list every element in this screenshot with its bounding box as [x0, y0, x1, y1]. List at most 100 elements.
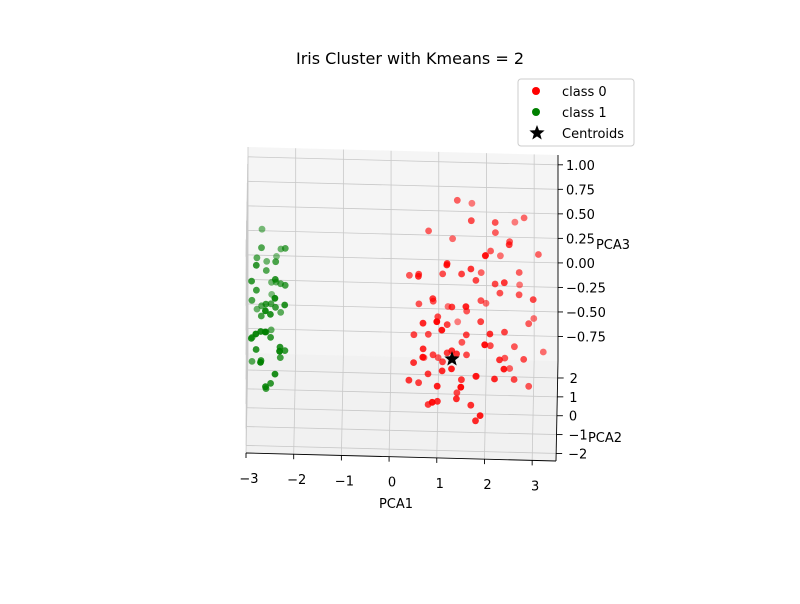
data-point-class-0 — [515, 291, 523, 299]
x-axis-line — [245, 452, 557, 462]
data-point-class-1 — [248, 277, 256, 285]
x-tick-label: 3 — [531, 479, 539, 494]
z-grid-left — [245, 156, 249, 257]
y-grid-floor — [246, 407, 557, 417]
data-point-class-1 — [248, 296, 256, 304]
data-point-class-0 — [481, 341, 489, 349]
data-point-class-0 — [463, 351, 470, 359]
legend-label-centroids: Centroids — [562, 127, 624, 142]
data-point-class-1 — [267, 311, 274, 318]
data-point-class-1 — [281, 245, 289, 252]
data-point-class-0 — [419, 345, 427, 353]
data-point-class-0 — [520, 214, 528, 222]
data-point-class-1 — [281, 281, 289, 289]
data-point-class-1 — [281, 301, 289, 309]
data-point-class-1 — [248, 358, 256, 365]
data-point-class-0 — [496, 289, 504, 297]
data-point-class-0 — [449, 235, 456, 243]
legend-label-class-1: class 1 — [562, 106, 607, 121]
data-point-class-0 — [529, 296, 537, 303]
data-point-class-0 — [491, 280, 499, 288]
z-grid-back — [247, 303, 559, 313]
z-grid-left — [245, 328, 249, 429]
data-point-class-1 — [281, 347, 289, 354]
data-point-class-0 — [501, 354, 509, 362]
data-point-class-0 — [501, 328, 508, 336]
data-point-class-1 — [273, 253, 280, 260]
data-point-class-1 — [271, 294, 279, 302]
data-point-class-0 — [516, 281, 523, 289]
legend-label-class-0: class 0 — [562, 85, 607, 100]
x-tick-label: −3 — [239, 472, 258, 487]
data-point-class-0 — [405, 376, 413, 384]
y-grid-floor — [247, 388, 558, 398]
data-point-class-1 — [261, 328, 269, 336]
legend-marker-centroids — [529, 125, 545, 140]
data-point-class-0 — [443, 261, 451, 269]
data-point-class-1 — [258, 244, 265, 252]
data-point-class-0 — [497, 252, 504, 260]
data-point-class-0 — [482, 299, 490, 307]
data-point-class-0 — [496, 356, 503, 364]
data-point-class-0 — [439, 358, 446, 366]
data-point-class-1 — [276, 347, 283, 355]
centroid-marker — [444, 351, 460, 366]
data-point-class-0 — [458, 270, 465, 278]
y-grid-floor — [246, 426, 557, 435]
z-tick-label: 0.75 — [566, 183, 595, 198]
data-point-class-1 — [271, 370, 279, 378]
legend: class 0 class 1 Centroids — [517, 78, 635, 147]
data-point-class-0 — [506, 365, 514, 372]
data-point-class-0 — [448, 347, 456, 355]
legend-box — [517, 78, 635, 147]
data-point-class-1 — [277, 309, 285, 316]
z-grid-back — [247, 328, 559, 337]
data-point-class-0 — [477, 297, 485, 304]
data-point-class-0 — [448, 365, 455, 373]
data-point-class-0 — [481, 252, 489, 260]
data-point-class-0 — [472, 277, 480, 284]
data-point-class-1 — [271, 276, 279, 283]
z-axis-label: PCA3 — [596, 238, 630, 253]
data-point-class-0 — [415, 379, 422, 387]
data-point-class-1 — [272, 258, 280, 266]
data-point-class-1 — [267, 326, 275, 334]
x-tick-label: −1 — [335, 474, 354, 489]
data-point-class-0 — [419, 319, 427, 327]
data-point-class-0 — [486, 342, 494, 350]
data-point-class-0 — [429, 351, 437, 359]
data-point-class-0 — [511, 218, 519, 226]
z-grid-left — [245, 181, 249, 282]
z-grid-back — [247, 254, 559, 264]
data-point-class-0 — [472, 417, 479, 425]
y-tick-label: 2 — [570, 372, 578, 387]
data-point-class-1 — [262, 307, 269, 315]
data-point-class-1 — [262, 383, 269, 391]
data-point-class-0 — [424, 330, 432, 338]
data-point-class-0 — [453, 389, 461, 397]
data-point-class-0 — [520, 356, 528, 363]
y-grid-floor — [247, 369, 558, 379]
data-point-class-0 — [468, 199, 476, 207]
z-grid-back — [247, 180, 559, 190]
data-point-class-0 — [500, 279, 508, 287]
data-point-class-0 — [476, 412, 484, 419]
z-grid-back — [247, 156, 559, 166]
data-point-class-0 — [505, 241, 513, 249]
data-point-class-0 — [457, 383, 465, 391]
data-point-class-0 — [453, 395, 460, 403]
data-point-class-0 — [472, 372, 480, 380]
z-tick-label: −0.50 — [566, 306, 606, 321]
z-tick-label: −0.75 — [566, 330, 606, 345]
z-grid-left — [245, 303, 249, 404]
data-point-class-1 — [263, 258, 271, 265]
floor-pane — [246, 353, 558, 461]
back-pane — [248, 147, 558, 361]
data-point-class-0 — [477, 318, 485, 326]
data-point-class-0 — [486, 330, 494, 338]
data-point-class-0 — [525, 320, 533, 328]
data-point-class-0 — [433, 382, 441, 390]
data-point-class-0 — [448, 303, 456, 311]
x-axis-label: PCA1 — [379, 497, 413, 512]
